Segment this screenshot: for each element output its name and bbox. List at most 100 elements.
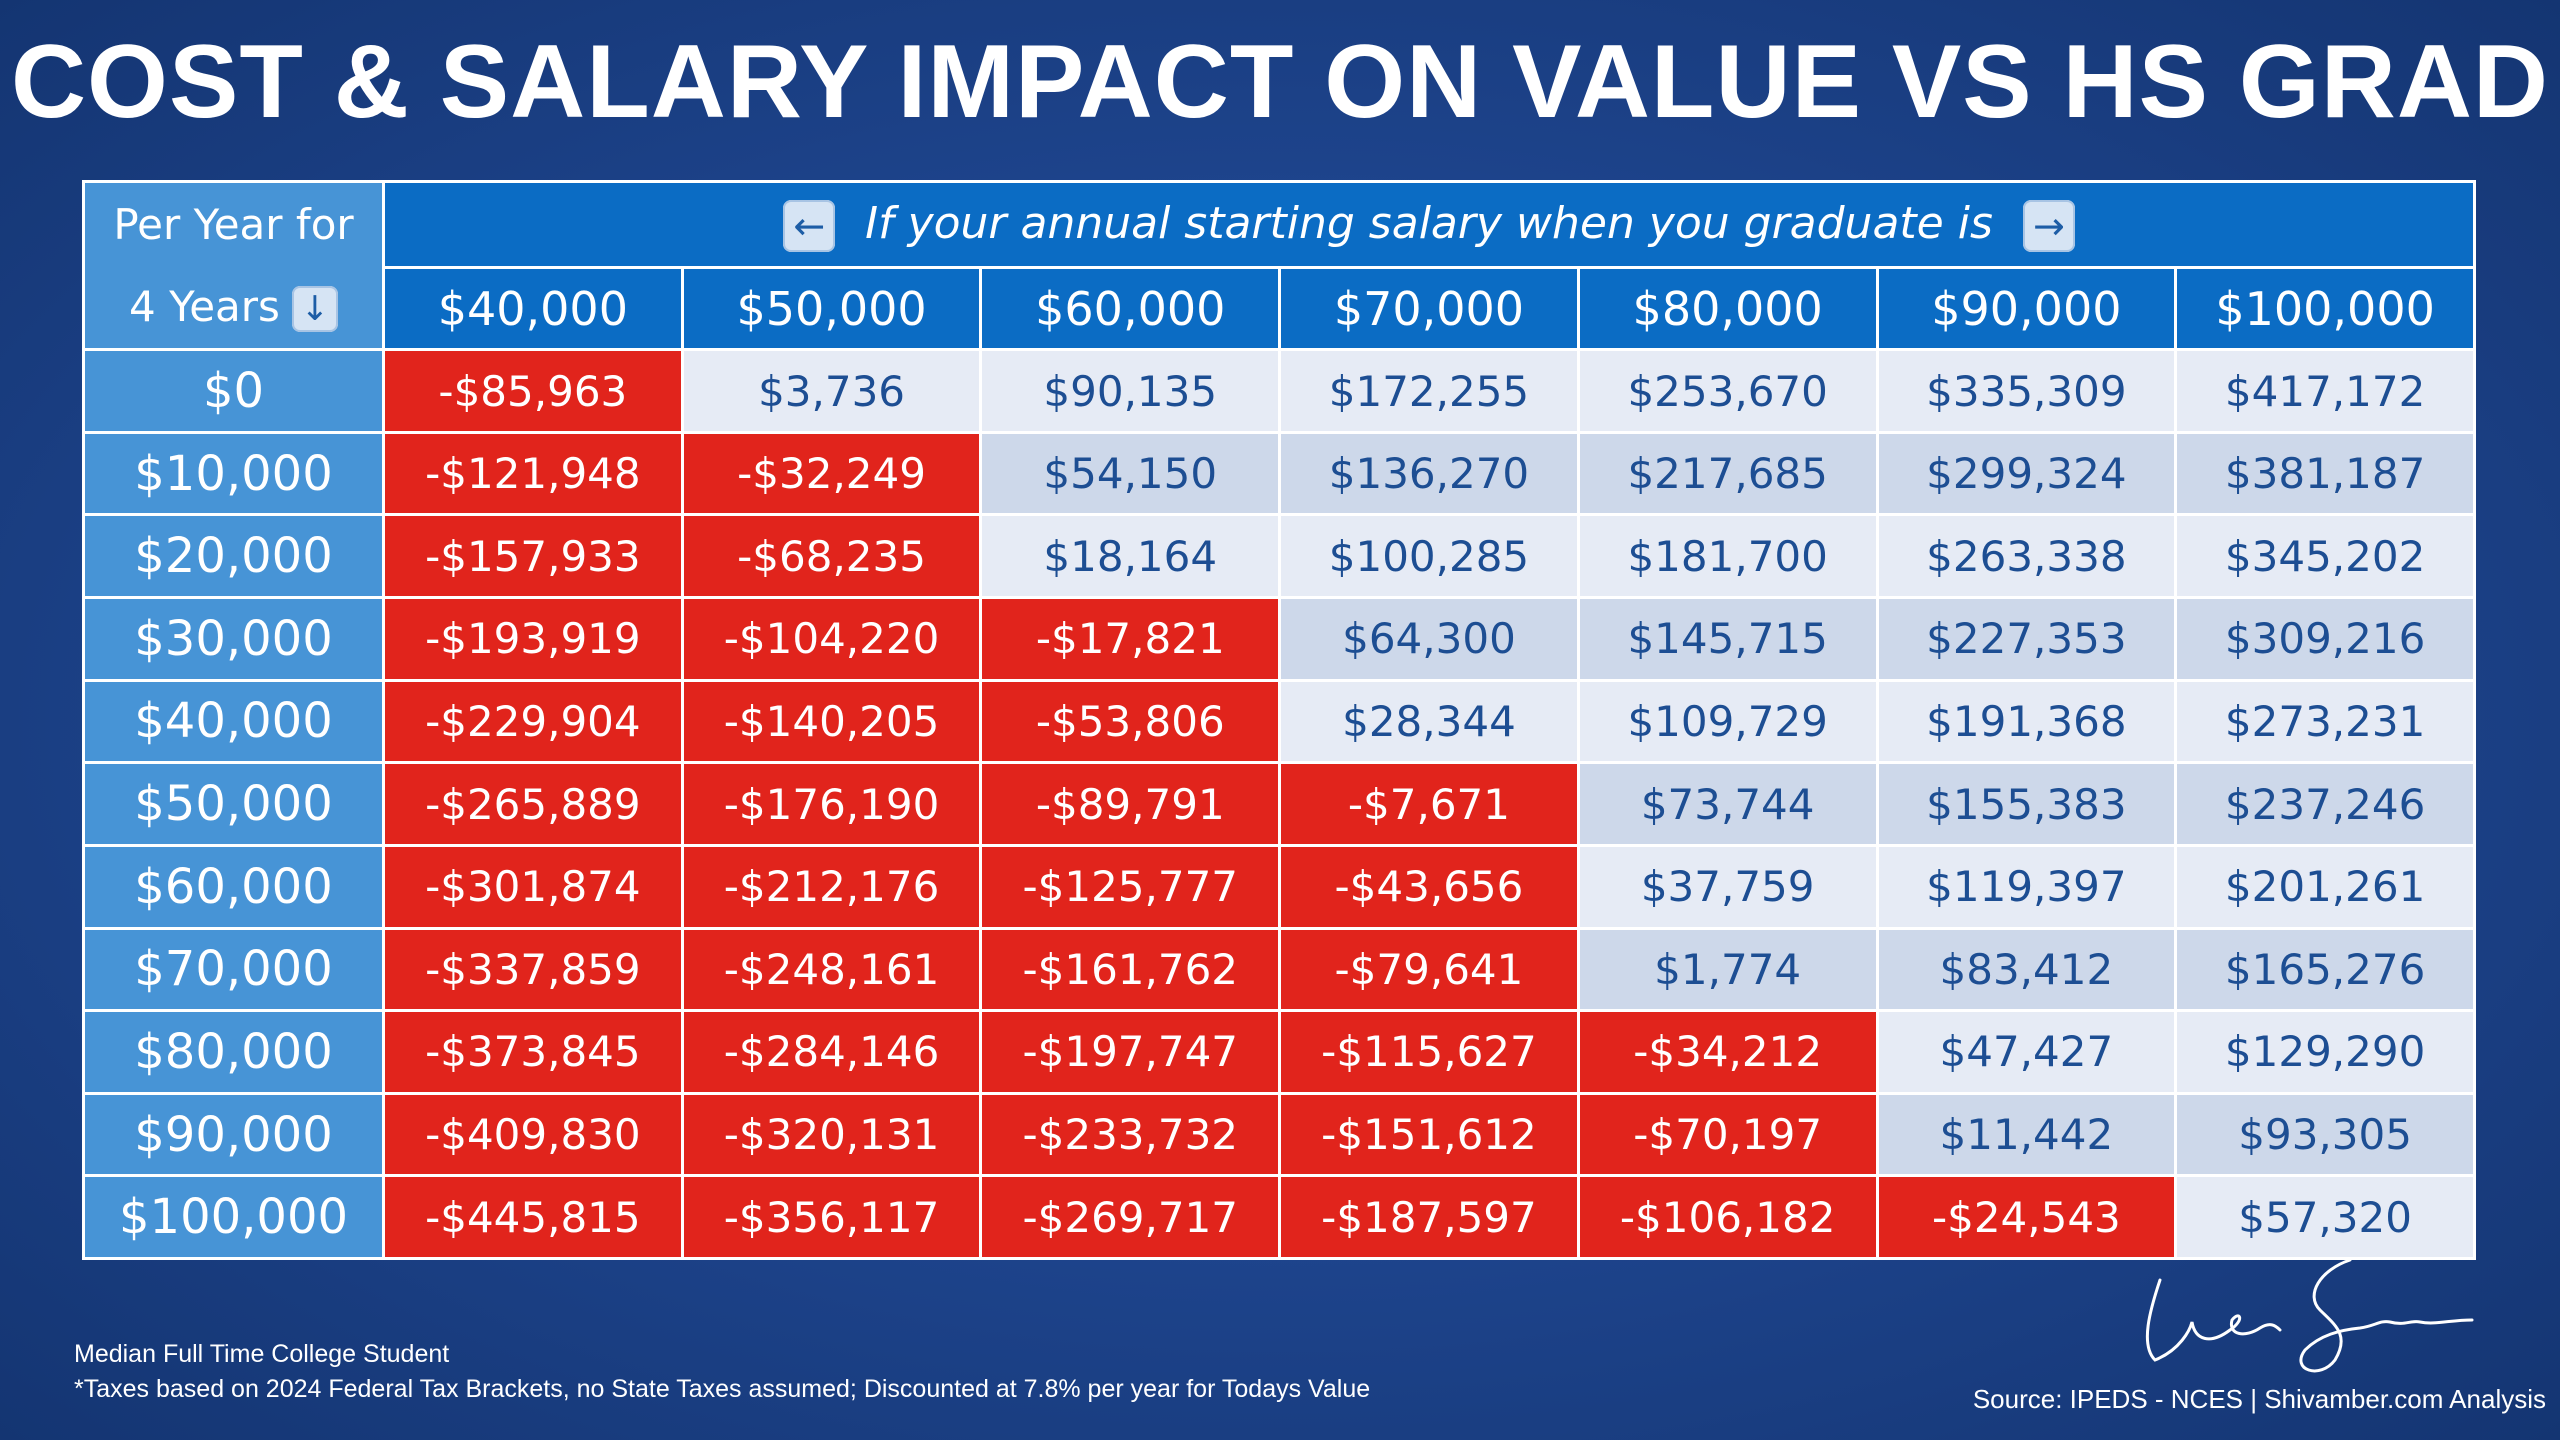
- salary-header: $70,000: [1278, 266, 1580, 352]
- value-cell-positive: $181,700: [1576, 513, 1879, 600]
- value-cell-positive: $93,305: [2174, 1091, 2476, 1178]
- salary-header: $40,000: [382, 266, 684, 352]
- footnote-median: Median Full Time College Student: [74, 1340, 450, 1368]
- value-cell-positive: $100,285: [1278, 513, 1580, 600]
- value-table: Per Year for 4 Years ↓ ← If your annual st…: [82, 179, 2476, 1260]
- signature-icon: [2145, 1258, 2474, 1373]
- value-cell-positive: $191,368: [1875, 678, 2178, 765]
- value-cell-negative: -$34,212: [1576, 1009, 1879, 1095]
- value-cell-negative: -$197,747: [979, 1009, 1282, 1095]
- value-cell-negative: -$125,777: [979, 843, 1282, 930]
- corner-line-1: Per Year for: [113, 199, 354, 249]
- value-cell-negative: -$193,919: [382, 596, 684, 682]
- value-cell-negative: -$32,249: [680, 430, 983, 517]
- value-cell-positive: $28,344: [1278, 678, 1580, 765]
- value-cell-positive: $136,270: [1278, 430, 1580, 517]
- value-cell-negative: -$24,543: [1875, 1174, 2178, 1260]
- cost-header: $40,000: [82, 678, 385, 765]
- value-cell-negative: -$7,671: [1278, 761, 1580, 847]
- value-cell-positive: $217,685: [1576, 430, 1879, 517]
- value-cell-positive: $47,427: [1875, 1009, 2178, 1095]
- value-cell-positive: $54,150: [979, 430, 1282, 517]
- right-arrow-icon: →: [2022, 199, 2075, 252]
- salary-header: $100,000: [2174, 266, 2476, 352]
- value-cell-negative: -$229,904: [382, 678, 684, 765]
- value-cell-negative: -$79,641: [1278, 926, 1580, 1013]
- value-cell-negative: -$140,205: [680, 678, 983, 765]
- cost-header: $90,000: [82, 1091, 385, 1178]
- value-cell-negative: -$373,845: [382, 1009, 684, 1095]
- table-row: $30,000 -$193,919 -$104,220 -$17,821 $64,300…: [82, 596, 2476, 682]
- value-cell-negative: -$115,627: [1278, 1009, 1580, 1095]
- value-cell-negative: -$17,821: [979, 596, 1282, 682]
- value-cell-positive: $155,383: [1875, 761, 2178, 847]
- value-cell-negative: -$85,963: [382, 348, 684, 434]
- value-cell-positive: $309,216: [2174, 596, 2476, 682]
- table-row: $60,000 -$301,874 -$212,176 -$125,777 -$43,6…: [82, 843, 2476, 930]
- value-cell-positive: $345,202: [2174, 513, 2476, 600]
- cost-header: $20,000: [82, 513, 385, 600]
- salary-header: $90,000: [1875, 266, 2178, 352]
- value-cell-negative: -$53,806: [979, 678, 1282, 765]
- table-row: $90,000 -$409,830 -$320,131 -$233,732 -$151,…: [82, 1091, 2476, 1178]
- value-cell-negative: -$89,791: [979, 761, 1282, 847]
- cost-header: $80,000: [82, 1009, 385, 1095]
- value-cell-positive: $273,231: [2174, 678, 2476, 765]
- value-cell-positive: $1,774: [1576, 926, 1879, 1013]
- value-cell-positive: $119,397: [1875, 843, 2178, 930]
- value-cell-negative: -$233,732: [979, 1091, 1282, 1178]
- value-cell-positive: $335,309: [1875, 348, 2178, 434]
- salary-header-row: $40,000 $50,000 $60,000 $70,000 $80,000 $90,0…: [84, 266, 2476, 352]
- value-cell-positive: $11,442: [1875, 1091, 2178, 1178]
- down-arrow-icon: ↓: [291, 286, 338, 333]
- value-cell-negative: -$157,933: [382, 513, 684, 600]
- cost-header: $60,000: [82, 843, 385, 930]
- value-cell-negative: -$70,197: [1576, 1091, 1879, 1178]
- value-cell-negative: -$161,762: [979, 926, 1282, 1013]
- salary-header: $50,000: [680, 266, 983, 352]
- value-cell-positive: $172,255: [1278, 348, 1580, 434]
- value-cell-positive: $299,324: [1875, 430, 2178, 517]
- value-cell-positive: $83,412: [1875, 926, 2178, 1013]
- table-row: $70,000 -$337,859 -$248,161 -$161,762 -$79,6…: [82, 926, 2476, 1013]
- value-cell-positive: $37,759: [1576, 843, 1879, 930]
- salary-header: $80,000: [1576, 266, 1879, 352]
- value-cell-positive: $73,744: [1576, 761, 1879, 847]
- salary-header: $60,000: [979, 266, 1282, 352]
- value-cell-negative: -$320,131: [680, 1091, 983, 1178]
- value-cell-positive: $263,338: [1875, 513, 2178, 600]
- value-cell-positive: $237,246: [2174, 761, 2476, 847]
- value-cell-negative: -$121,948: [382, 430, 684, 517]
- value-cell-negative: -$337,859: [382, 926, 684, 1013]
- value-cell-positive: $109,729: [1576, 678, 1879, 765]
- table-row: $40,000 -$229,904 -$140,205 -$53,806 $28,344…: [82, 678, 2476, 765]
- corner-header: Per Year for 4 Years ↓: [82, 179, 385, 352]
- corner-line-2: 4 Years: [129, 281, 280, 331]
- cost-header: $10,000: [82, 430, 385, 517]
- value-cell-positive: $129,290: [2174, 1009, 2476, 1095]
- value-cell-negative: -$248,161: [680, 926, 983, 1013]
- value-cell-negative: -$356,117: [680, 1174, 983, 1260]
- value-cell-negative: -$301,874: [382, 843, 684, 930]
- value-cell-positive: $165,276: [2174, 926, 2476, 1013]
- value-cell-negative: -$151,612: [1278, 1091, 1580, 1178]
- table-row: $50,000 -$265,889 -$176,190 -$89,791 -$7,671…: [82, 761, 2476, 847]
- left-arrow-icon: ←: [783, 199, 836, 252]
- table-row: $20,000 -$157,933 -$68,235 $18,164 $100,285 $…: [82, 513, 2476, 600]
- value-cell-positive: $145,715: [1576, 596, 1879, 682]
- value-cell-negative: -$445,815: [382, 1174, 684, 1260]
- value-cell-positive: $57,320: [2174, 1174, 2476, 1260]
- value-cell-positive: $253,670: [1576, 348, 1879, 434]
- salary-banner: ← If your annual starting salary when you…: [382, 179, 2476, 270]
- value-cell-positive: $90,135: [979, 348, 1282, 434]
- table-row: $0 -$85,963 $3,736 $90,135 $172,255 $253,670 $…: [82, 348, 2476, 434]
- cost-header: $0: [82, 348, 385, 434]
- source-credit: Source: IPEDS - NCES | Shivamber.com Ana…: [1972, 1384, 2546, 1414]
- footnote-taxes: *Taxes based on 2024 Federal Tax Bracket…: [74, 1375, 1371, 1403]
- value-cell-positive: $201,261: [2174, 843, 2476, 930]
- value-cell-positive: $417,172: [2174, 348, 2476, 434]
- value-cell-negative: -$212,176: [680, 843, 983, 930]
- value-cell-positive: $381,187: [2174, 430, 2476, 517]
- cost-header: $70,000: [82, 926, 385, 1013]
- value-cell-negative: -$43,656: [1278, 843, 1580, 930]
